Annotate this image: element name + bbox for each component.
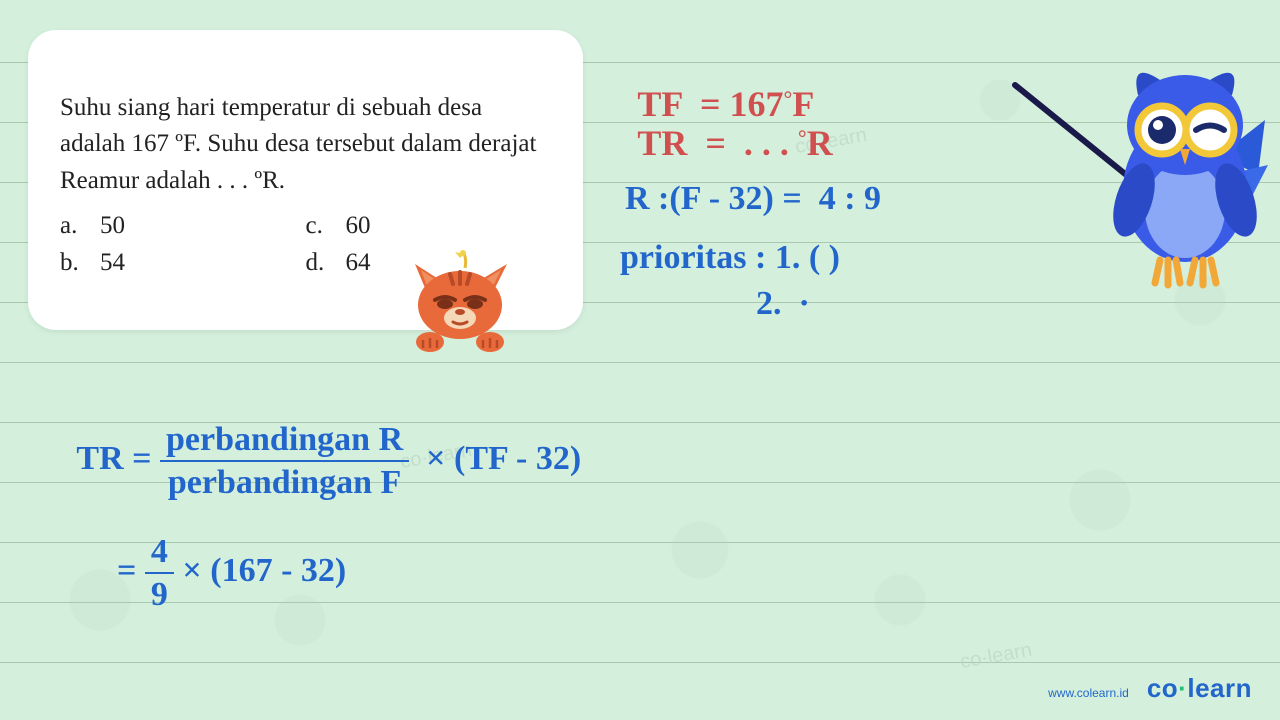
option-c: c. 60 <box>306 207 552 245</box>
hw-line: 2. · <box>620 285 810 322</box>
handwriting-priority: prioritas : 1. ( ) 2. · <box>620 235 840 327</box>
logo-dot: · <box>1178 673 1187 703</box>
cat-mascot-icon <box>395 250 525 360</box>
option-a: a. 50 <box>60 207 306 245</box>
handwriting-calc: = 49 × (167 - 32) <box>100 495 346 614</box>
fraction: perbandingan Rperbandingan F <box>160 421 409 502</box>
logo-part: co <box>1147 673 1178 703</box>
footer-url: www.colearn.id <box>1048 686 1129 700</box>
logo-part: learn <box>1187 673 1252 703</box>
handwriting-formula: TR = perbandingan Rperbandingan F × (TF … <box>60 370 581 502</box>
option-value: 50 <box>100 207 125 245</box>
fraction-denominator: 9 <box>145 574 174 613</box>
option-value: 54 <box>100 244 125 282</box>
fraction: 49 <box>145 533 174 614</box>
hw-text: TR = . . . <box>637 123 798 163</box>
hw-eq: = <box>117 552 145 589</box>
option-b: b. 54 <box>60 244 306 282</box>
hw-rhs: × (TF - 32) <box>409 440 581 477</box>
option-letter: c. <box>306 207 330 245</box>
option-letter: d. <box>306 244 330 282</box>
hw-unit: R <box>807 123 833 163</box>
option-letter: b. <box>60 244 84 282</box>
fraction-numerator: perbandingan R <box>160 421 409 462</box>
hw-degree: ° <box>798 125 807 150</box>
footer-branding: www.colearn.id co·learn <box>1048 673 1252 704</box>
owl-mascot-icon <box>1010 25 1270 305</box>
hw-lhs: TR = <box>76 440 160 477</box>
hw-rest: × (167 - 32) <box>174 552 346 589</box>
question-text: Suhu siang hari temperatur di sebuah des… <box>60 90 551 199</box>
fraction-numerator: 4 <box>145 533 174 574</box>
handwriting-given-tr: TR = . . . °R <box>620 80 833 164</box>
option-value: 60 <box>346 207 371 245</box>
option-letter: a. <box>60 207 84 245</box>
option-value: 64 <box>346 244 371 282</box>
handwriting-ratio: R :(F - 32) = 4 : 9 <box>625 180 881 218</box>
footer-logo: co·learn <box>1147 673 1252 704</box>
hw-line: prioritas : 1. ( ) <box>620 239 840 276</box>
